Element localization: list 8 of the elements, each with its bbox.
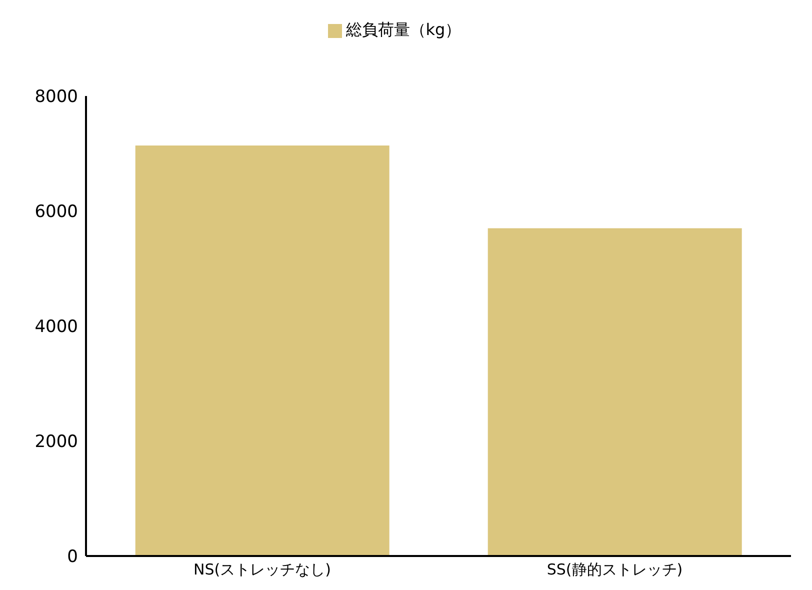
y-tick-label: 8000 [34,87,78,108]
x-tick-label: SS(静的ストレッチ) [546,560,683,579]
y-tick-label: 2000 [34,432,78,452]
legend-label: 総負荷量（kg） [346,20,462,39]
y-tick-label: 6000 [34,202,78,222]
y-tick-label: 0 [67,547,78,568]
y-tick-label: 4000 [34,317,78,338]
x-tick-label: NS(ストレッチなし) [194,560,331,579]
